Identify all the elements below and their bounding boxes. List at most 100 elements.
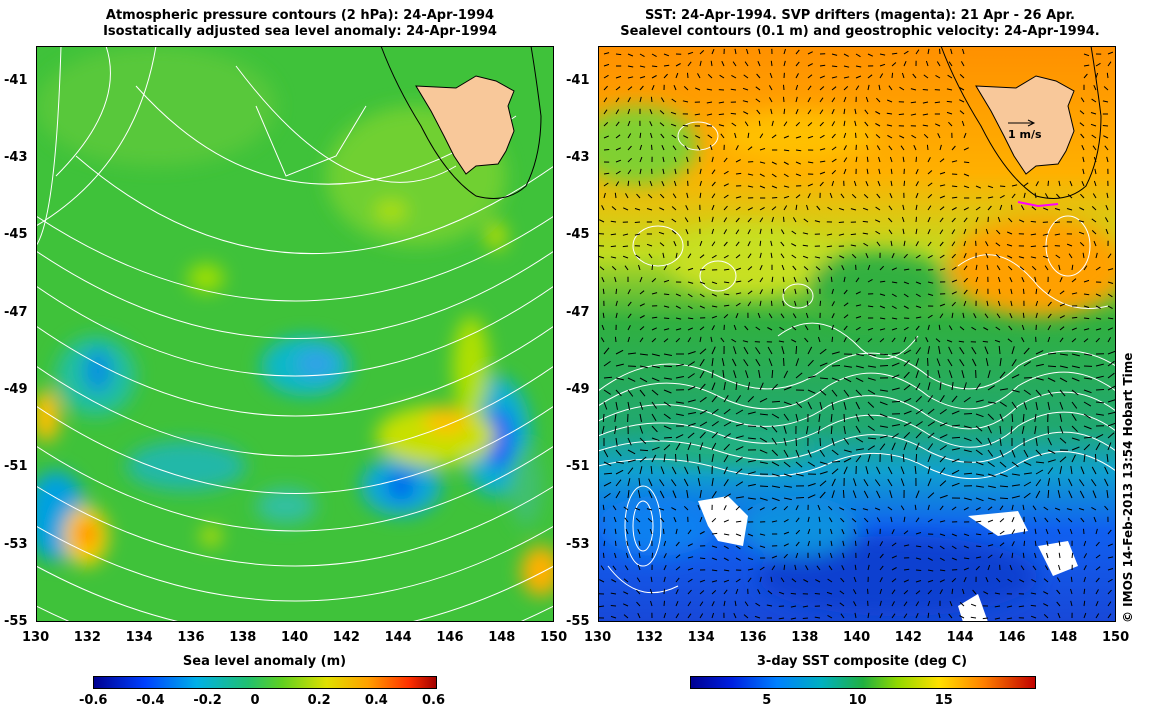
velocity-vector bbox=[783, 401, 792, 406]
velocity-vector bbox=[915, 532, 922, 535]
velocity-vector bbox=[959, 74, 965, 79]
velocity-vector bbox=[1066, 208, 1073, 211]
velocity-vector bbox=[699, 293, 705, 298]
velocity-vector bbox=[867, 53, 874, 57]
velocity-vector bbox=[987, 461, 995, 468]
velocity-vector bbox=[939, 467, 946, 475]
velocity-vector bbox=[767, 346, 773, 355]
velocity-vector bbox=[627, 352, 636, 355]
velocity-vector bbox=[615, 86, 621, 91]
velocity-vector bbox=[852, 490, 857, 499]
velocity-vector bbox=[963, 449, 972, 453]
velocity-vector bbox=[951, 160, 958, 163]
velocity-vector bbox=[888, 145, 893, 151]
velocity-vector bbox=[735, 545, 741, 550]
velocity-vector bbox=[1047, 325, 1052, 331]
velocity-vector bbox=[1058, 540, 1061, 547]
velocity-vector bbox=[615, 490, 621, 499]
velocity-vector bbox=[759, 461, 768, 464]
velocity-vector bbox=[831, 158, 837, 163]
velocity-vector bbox=[1093, 180, 1097, 187]
velocity-vector bbox=[854, 612, 857, 619]
velocity-vector bbox=[650, 96, 653, 103]
velocity-vector bbox=[627, 180, 630, 187]
velocity-vector bbox=[699, 396, 707, 403]
velocity-vector bbox=[603, 97, 608, 103]
velocity-vector bbox=[1047, 313, 1052, 319]
velocity-vector bbox=[663, 600, 665, 607]
velocity-vector bbox=[742, 87, 749, 91]
velocity-vector bbox=[891, 442, 896, 451]
velocity-vector bbox=[759, 507, 765, 511]
velocity-vector bbox=[687, 72, 689, 79]
velocity-vector bbox=[670, 111, 677, 115]
velocity-vector bbox=[887, 478, 893, 487]
velocity-vector bbox=[900, 505, 905, 511]
velocity-vector bbox=[1058, 180, 1061, 187]
velocity-vector bbox=[975, 533, 982, 536]
velocity-vector bbox=[723, 433, 731, 439]
velocity-vector bbox=[807, 135, 814, 139]
velocity-vector bbox=[622, 255, 629, 259]
velocity-vector bbox=[647, 518, 653, 523]
velocity-vector bbox=[1106, 192, 1109, 199]
velocity-vector bbox=[807, 74, 813, 79]
velocity-vector bbox=[659, 207, 665, 211]
velocity-vector bbox=[711, 590, 717, 595]
velocity-vector bbox=[723, 314, 729, 319]
velocity-vector bbox=[879, 338, 885, 343]
velocity-vector bbox=[891, 317, 898, 320]
velocity-vector bbox=[805, 277, 809, 283]
velocity-vector bbox=[683, 135, 689, 139]
velocity-vector bbox=[791, 254, 797, 259]
velocity-vector bbox=[771, 161, 777, 165]
velocity-vector bbox=[684, 217, 689, 223]
velocity-vector bbox=[1047, 401, 1051, 410]
velocity-vector bbox=[795, 96, 798, 103]
velocity-vector bbox=[1078, 507, 1085, 511]
velocity-vector bbox=[1022, 504, 1025, 511]
velocity-vector bbox=[795, 108, 799, 115]
velocity-vector bbox=[615, 75, 622, 79]
velocity-vector bbox=[699, 305, 706, 309]
velocity-vector bbox=[699, 431, 706, 439]
velocity-vector bbox=[791, 339, 797, 343]
velocity-vector bbox=[951, 382, 954, 391]
velocity-vector bbox=[743, 359, 749, 367]
velocity-vector bbox=[818, 552, 821, 559]
velocity-vector bbox=[638, 552, 641, 559]
velocity-vector bbox=[711, 532, 718, 535]
velocity-vector bbox=[783, 518, 789, 523]
velocity-vector bbox=[1059, 389, 1066, 397]
velocity-vector bbox=[1033, 516, 1037, 523]
velocity-vector bbox=[662, 168, 665, 175]
velocity-vector bbox=[878, 168, 881, 175]
velocity-vector bbox=[770, 240, 773, 247]
velocity-vector bbox=[1095, 363, 1104, 367]
velocity-vector bbox=[635, 518, 641, 523]
velocity-vector bbox=[627, 467, 634, 475]
velocity-vector bbox=[879, 541, 884, 547]
velocity-vector bbox=[599, 266, 605, 271]
velocity-vector bbox=[783, 84, 785, 91]
velocity-vector bbox=[603, 401, 608, 410]
velocity-vector bbox=[1055, 518, 1061, 523]
velocity-vector bbox=[959, 326, 965, 331]
velocity-vector bbox=[792, 265, 797, 271]
velocity-vector bbox=[637, 564, 641, 571]
velocity-vector bbox=[803, 266, 809, 271]
velocity-vector bbox=[615, 461, 624, 464]
velocity-vector bbox=[1007, 578, 1013, 583]
velocity-vector bbox=[627, 377, 636, 382]
velocity-vector bbox=[699, 326, 705, 331]
velocity-vector bbox=[639, 303, 645, 307]
velocity-vector bbox=[829, 552, 833, 559]
velocity-vector bbox=[879, 553, 884, 559]
velocity-vector bbox=[783, 370, 789, 379]
velocity-vector bbox=[927, 281, 934, 284]
velocity-vector bbox=[901, 72, 905, 79]
velocity-vector bbox=[1011, 552, 1014, 559]
velocity-vector bbox=[971, 326, 977, 331]
velocity-vector bbox=[795, 372, 803, 379]
velocity-vector bbox=[915, 557, 922, 560]
